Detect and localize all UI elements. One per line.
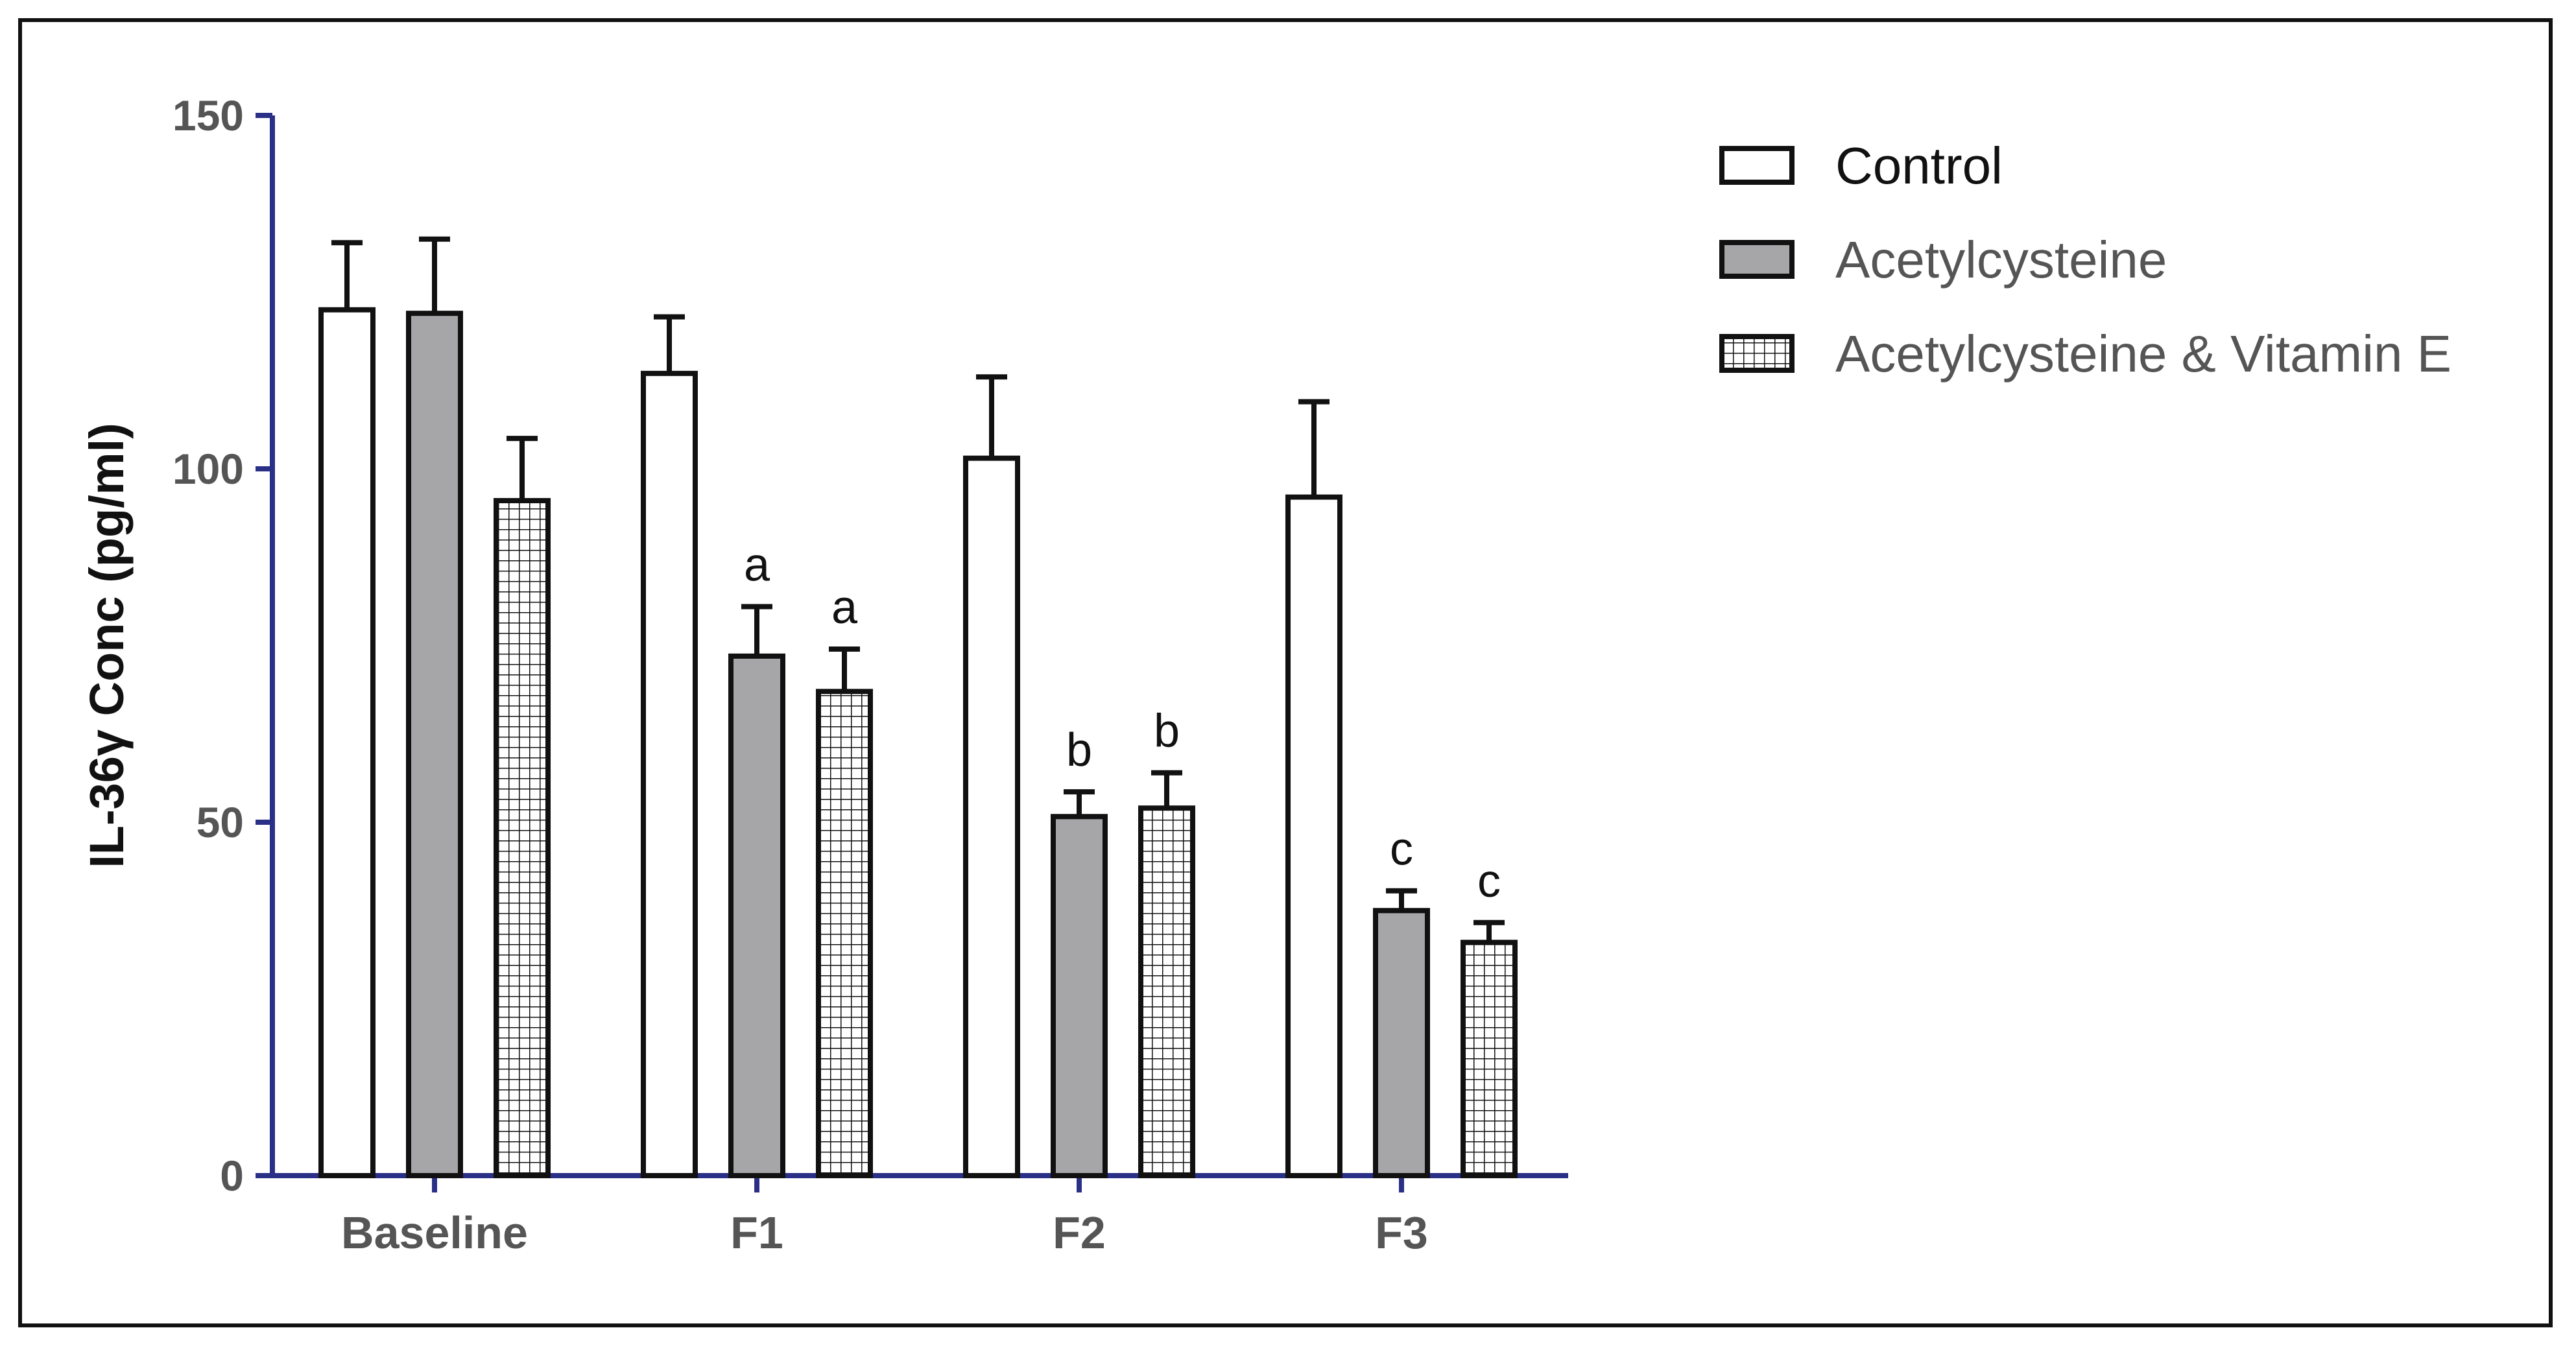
bar-acetylcysteine-vitamin-e: [816, 689, 873, 1178]
legend-swatch: [1719, 146, 1795, 185]
significance-label: c: [1390, 824, 1413, 875]
bar-acetylcysteine: [1373, 908, 1430, 1178]
labels: 0 50 100 150 IL-36γ Conc (pg/ml) Baseline F1 a a…: [80, 91, 1501, 1258]
y-tick-label: 50: [197, 798, 244, 846]
x-tick-label: Baseline: [341, 1207, 528, 1258]
bars: [318, 236, 1518, 1179]
x-tick-label: F2: [1053, 1207, 1106, 1258]
significance-label: a: [744, 540, 770, 591]
bar-control: [963, 455, 1020, 1178]
legend-swatch: [1719, 334, 1795, 373]
y-axis-title: IL-36γ Conc (pg/ml): [80, 423, 134, 868]
bar-acetylcysteine: [1051, 814, 1108, 1178]
legend-label: Acetylcysteine & Vitamin E: [1835, 325, 2451, 383]
significance-label: c: [1477, 855, 1501, 907]
bar-control: [318, 307, 376, 1178]
legend: Control Acetylcysteine Acetylcysteine & Vi…: [1719, 137, 2451, 383]
bar-acetylcysteine: [728, 653, 785, 1178]
x-tick-label: F1: [730, 1207, 783, 1258]
y-tick-label: 0: [220, 1152, 244, 1200]
axes: [256, 113, 1568, 1192]
legend-label: Acetylcysteine: [1835, 231, 2167, 289]
bar-acetylcysteine: [406, 311, 463, 1179]
bar-acetylcysteine-vitamin-e: [494, 498, 551, 1178]
x-tick-label: F3: [1375, 1207, 1428, 1258]
y-tick-label: 150: [173, 91, 244, 139]
bar-acetylcysteine-vitamin-e: [1138, 805, 1195, 1178]
bar-control: [641, 370, 698, 1178]
bar-control: [1285, 494, 1342, 1178]
bar-acetylcysteine-vitamin-e: [1461, 940, 1518, 1179]
legend-label: Control: [1835, 137, 2003, 195]
y-tick-label: 100: [173, 445, 244, 493]
significance-label: a: [831, 582, 858, 634]
legend-swatch: [1719, 240, 1795, 279]
significance-label: b: [1066, 724, 1092, 776]
significance-label: b: [1154, 706, 1180, 757]
